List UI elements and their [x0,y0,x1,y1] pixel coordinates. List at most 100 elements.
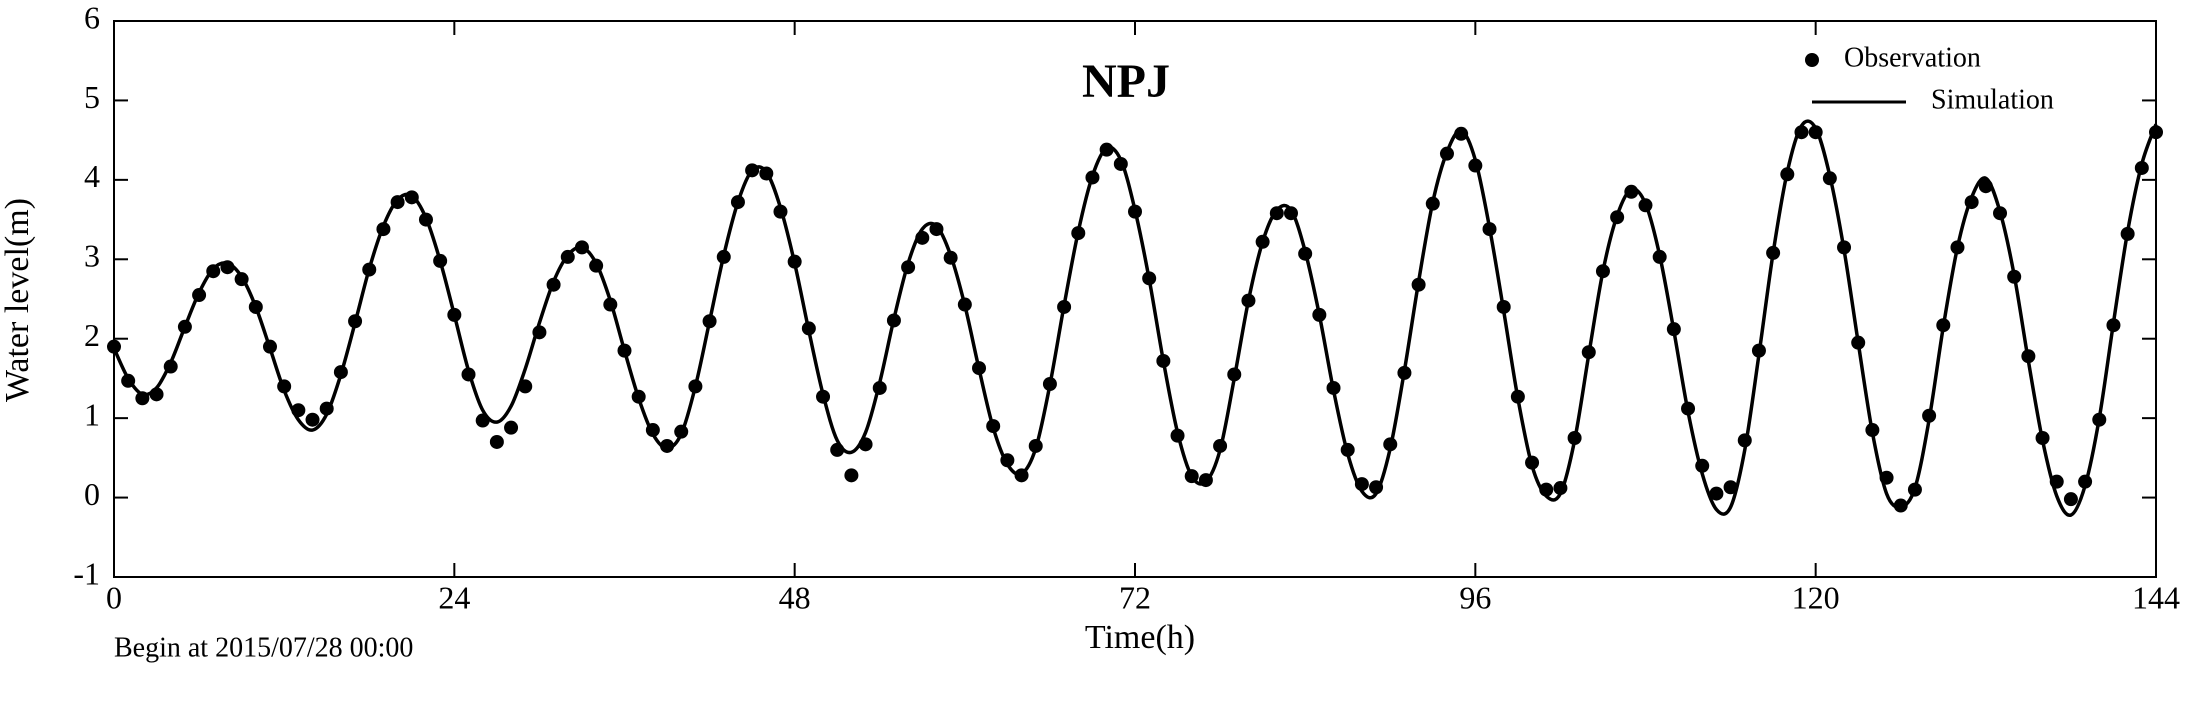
observation-point [1028,438,1043,453]
observation-point [1000,453,1015,468]
observation-point [192,288,207,303]
observation-point [1269,206,1284,221]
observation-point [1936,318,1951,333]
observation-point [1397,365,1412,380]
observation-point [1411,277,1426,292]
observation-point [1496,299,1511,314]
y-axis-label: Water level(m) [0,198,36,402]
observation-point [1950,240,1965,255]
observation-point [773,204,788,219]
observation-point [1879,470,1894,485]
observation-point [1624,184,1639,199]
observation-point [1539,482,1554,497]
observation-point [234,272,249,287]
observation-point [1326,380,1341,395]
observation-point [1737,433,1752,448]
observation-point [2063,492,2078,507]
observation-point [475,413,490,428]
y-tick-label: -1 [73,555,100,591]
observation-point [418,212,433,227]
observation-point [901,260,916,275]
observation-point [319,401,334,416]
observation-point [1851,335,1866,350]
observation-point [1255,234,1270,249]
observation-point [716,249,731,264]
observation-point [645,423,660,438]
observation-point [801,321,816,336]
observation-point [617,343,632,358]
observation-point [376,222,391,237]
observation-point [1766,245,1781,260]
observation-point [1993,206,2008,221]
observation-point [1964,195,1979,210]
observation-point [1893,498,1908,513]
x-tick-label: 24 [438,579,470,615]
observation-point [1780,167,1795,182]
legend-label: Simulation [1931,84,2054,115]
observation-point [333,365,348,380]
observation-point [574,240,589,255]
observation-point [858,437,873,452]
x-tick-label: 0 [106,579,122,615]
observation-point [1907,482,1922,497]
observation-point [291,403,306,418]
observation-point [1099,142,1114,157]
observation-point [1638,198,1653,213]
observation-point [1170,428,1185,443]
observation-point [1822,171,1837,186]
observation-point [1283,206,1298,221]
observation-point [262,339,277,354]
observation-point [546,277,561,292]
observation-point [844,468,859,483]
observation-point [1454,126,1469,141]
observation-point [872,380,887,395]
observation-point [1567,431,1582,445]
observation-point [2149,125,2163,140]
observation-point [1383,437,1398,452]
observation-point [1071,226,1086,241]
observation-point [1156,353,1171,368]
observation-point [1085,170,1100,185]
observation-point [1014,468,1029,483]
observation-point [1751,343,1766,358]
y-tick-label: 5 [84,79,100,115]
observation-point [1340,442,1355,457]
observation-point [631,389,646,404]
observation-point [745,163,760,178]
observation-point [1439,146,1454,161]
y-tick-label: 0 [84,476,100,512]
observation-point [177,319,192,334]
observation-point [730,195,745,210]
observation-point [1978,179,1993,194]
legend-label: Observation [1844,42,1981,73]
observation-point [447,307,462,322]
observation-point [404,190,419,205]
observation-point [1510,389,1525,404]
observation-point [2078,474,2093,489]
observation-point [1482,222,1497,237]
observation-point [1808,125,1823,140]
observation-point [1354,477,1369,492]
observation-point [1142,271,1157,286]
observation-point [660,438,675,453]
observation-point [2134,160,2149,175]
observation-point [957,297,972,312]
observation-point [943,250,958,265]
observation-point [1184,469,1199,484]
note: Begin at 2015/07/28 00:00 [114,632,413,663]
observation-point [1922,408,1937,423]
observation-point [206,264,221,279]
observation-point [220,260,235,275]
observation-point [1425,196,1440,211]
observation-point [1525,455,1540,470]
observation-point [1595,264,1610,279]
observation-point [107,339,121,354]
observation-point [1298,246,1313,261]
y-tick-label: 2 [84,317,100,353]
observation-point [2106,318,2121,333]
observation-point [816,389,831,404]
observation-point [461,367,476,382]
observation-point [149,387,164,402]
observation-point [759,166,774,181]
